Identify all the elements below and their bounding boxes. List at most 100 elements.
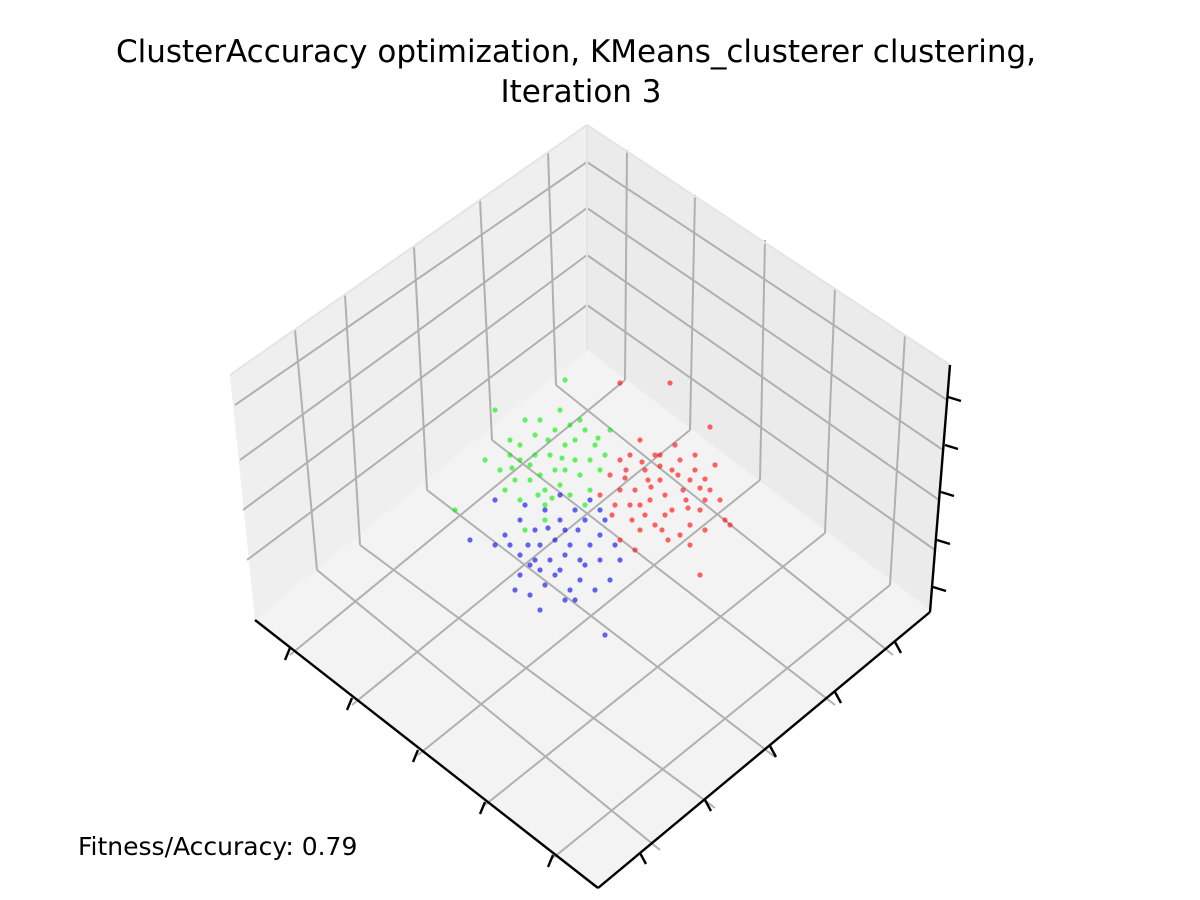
data-point (652, 452, 658, 458)
data-point (522, 502, 528, 508)
data-point (707, 424, 713, 430)
data-point (617, 487, 623, 493)
data-point (592, 587, 598, 593)
data-point (667, 380, 673, 386)
data-point (537, 417, 543, 423)
data-point (707, 487, 713, 493)
data-point (567, 492, 573, 498)
data-point (532, 557, 538, 563)
data-point (587, 497, 593, 503)
data-point (602, 452, 608, 458)
data-point (727, 522, 733, 528)
data-point (537, 607, 543, 613)
data-point (582, 562, 588, 568)
data-point (552, 537, 558, 543)
data-point (687, 477, 693, 483)
data-point (597, 507, 603, 513)
data-point (623, 467, 629, 473)
data-point (492, 542, 498, 548)
data-point (637, 527, 643, 533)
data-point (517, 572, 523, 578)
data-point (552, 467, 558, 473)
data-point (607, 577, 613, 583)
data-point (492, 497, 498, 503)
data-point (542, 507, 548, 513)
data-point (562, 467, 568, 473)
data-point (662, 512, 668, 518)
data-point (645, 477, 651, 483)
data-point (517, 497, 523, 503)
data-point (652, 522, 658, 528)
data-point (657, 452, 663, 458)
x-axis-line (254, 619, 599, 889)
data-point (582, 427, 588, 433)
data-point (622, 475, 628, 481)
data-point (677, 457, 683, 463)
data-point (595, 435, 601, 441)
data-point (517, 442, 523, 448)
z-axis-line (928, 364, 952, 613)
data-point (549, 495, 555, 501)
data-point (697, 507, 703, 513)
data-point (552, 427, 558, 433)
data-point (577, 417, 583, 423)
data-point (657, 477, 663, 483)
data-point (525, 542, 531, 548)
data-point (659, 527, 665, 533)
data-point (702, 497, 708, 503)
right-back-pane (587, 125, 950, 610)
data-point (527, 477, 533, 483)
data-point (612, 502, 618, 508)
data-point (542, 502, 548, 508)
data-point (545, 525, 551, 531)
data-point (552, 572, 558, 578)
data-point (512, 477, 518, 483)
y-axis-line (597, 611, 931, 889)
data-point (632, 547, 638, 553)
data-point (617, 537, 623, 543)
data-point (522, 417, 528, 423)
data-point (532, 452, 538, 458)
data-point (602, 632, 608, 638)
data-point (582, 517, 588, 523)
data-point (672, 442, 678, 448)
data-point (612, 542, 618, 548)
data-point (572, 457, 578, 463)
data-point (577, 577, 583, 583)
data-point (597, 492, 603, 498)
data-point (547, 557, 553, 563)
data-point (572, 597, 578, 603)
data-point (639, 459, 645, 465)
axis-panes (230, 125, 950, 888)
data-point (557, 482, 563, 488)
data-point (535, 492, 541, 498)
data-point (675, 472, 681, 478)
data-point (722, 517, 728, 523)
data-point (617, 557, 623, 563)
data-point (562, 377, 568, 383)
series-1 (452, 377, 613, 533)
data-point (687, 522, 693, 528)
data-point (597, 467, 603, 473)
data-point (545, 437, 551, 443)
data-point (537, 542, 543, 548)
data-point (662, 492, 668, 498)
data-point (572, 507, 578, 513)
data-point (562, 442, 568, 448)
data-point (527, 592, 533, 598)
data-point (587, 457, 593, 463)
data-point (617, 457, 623, 463)
data-point (562, 527, 568, 533)
data-point (527, 562, 533, 568)
data-point (629, 517, 635, 523)
data-point (512, 587, 518, 593)
data-point (559, 455, 565, 461)
data-point (632, 487, 638, 493)
data-point (557, 567, 563, 573)
data-point (567, 542, 573, 548)
data-point (557, 517, 563, 523)
data-point (683, 497, 689, 503)
grid-lines (234, 149, 948, 859)
data-point (687, 542, 693, 548)
